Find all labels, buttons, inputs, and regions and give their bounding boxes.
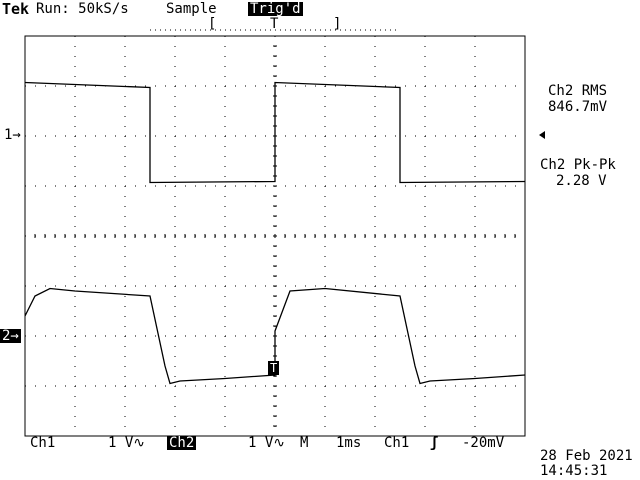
timebase-scale: 1ms	[336, 435, 362, 451]
trigger-slope-icon: ʃ	[430, 435, 439, 451]
timebase-label: M	[300, 435, 309, 451]
time-readout: 14:45:31	[540, 463, 608, 479]
trace-ch2	[24, 287, 526, 385]
ch2-footer-label: Ch2	[167, 435, 197, 451]
trigger-source: Ch1	[384, 435, 410, 451]
ch2-scale: 1 V∿	[248, 435, 286, 451]
trace-ch1	[24, 81, 526, 184]
trigger-bracket-left: [	[208, 16, 217, 32]
ch2-pkpk-label: Ch2 Pk-Pk	[540, 157, 616, 173]
waveform-traces	[24, 81, 526, 385]
ch2-ground-marker[interactable]: 2→	[0, 328, 21, 344]
date-readout: 28 Feb 2021	[540, 448, 633, 464]
graticule	[24, 29, 545, 437]
acquisition-mode: Sample	[166, 1, 217, 17]
ch1-footer-label: Ch1	[30, 435, 56, 451]
ch2-pkpk-value: 2.28 V	[556, 173, 607, 189]
trigger-level: -20mV	[462, 435, 505, 451]
ch1-ground-marker[interactable]: 1→	[4, 127, 21, 143]
trigger-status-badge: Trig'd	[248, 1, 303, 17]
ch2-rms-label: Ch2 RMS	[548, 83, 608, 99]
trigger-bracket-right: ]	[333, 16, 342, 32]
ch1-scale: 1 V∿	[108, 435, 146, 451]
ch2-rms-value: 846.7mV	[548, 99, 608, 115]
trigger-position-marker: T	[270, 16, 279, 32]
trigger-point-marker: T	[268, 361, 280, 375]
run-status: Run: 50kS/s	[36, 1, 129, 17]
brand-logo: Tek	[2, 0, 30, 18]
trigger-level-arrow-icon	[539, 131, 545, 139]
